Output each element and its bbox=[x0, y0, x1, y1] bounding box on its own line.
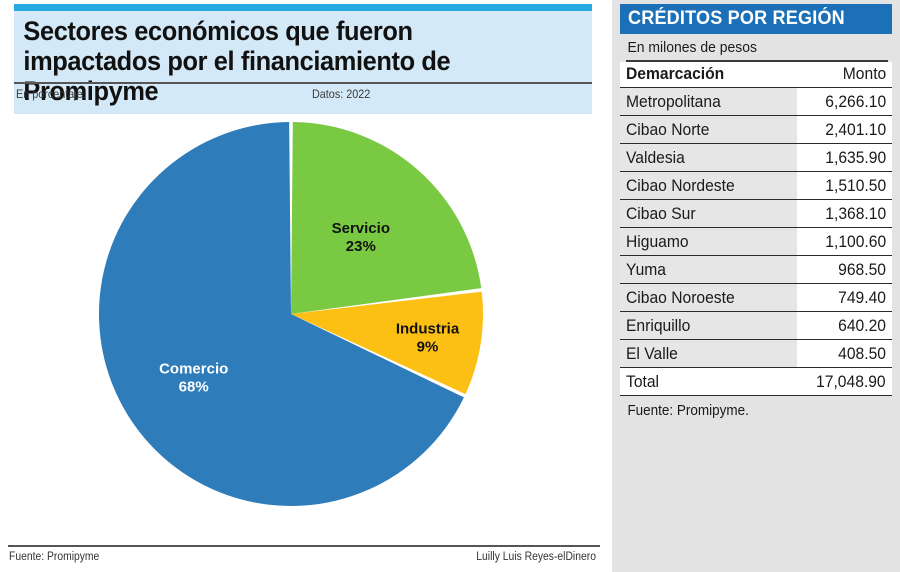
total-label: Total bbox=[620, 367, 797, 396]
table-row: Higuamo 1,100.60 bbox=[620, 227, 892, 256]
table-units-label: En milones de pesos bbox=[627, 39, 757, 56]
row-region-name: Cibao Nordeste bbox=[620, 171, 797, 200]
table-panel-header: CRÉDITOS POR REGIÓN bbox=[620, 4, 892, 34]
row-region-name: Yuma bbox=[620, 255, 797, 284]
pie-slice-comercio bbox=[98, 122, 464, 507]
title-accent-bar bbox=[14, 4, 592, 11]
pie-slice-label-comercio: Comercio 68% bbox=[159, 361, 228, 396]
row-region-name: Cibao Norte bbox=[620, 115, 797, 144]
row-amount-value-text: 6,266.10 bbox=[825, 92, 886, 111]
row-region-name: Cibao Sur bbox=[620, 199, 797, 228]
row-amount-value: 6,266.10 bbox=[797, 87, 892, 116]
total-value: 17,048.90 bbox=[797, 367, 892, 396]
row-amount-value: 1,100.60 bbox=[797, 227, 892, 256]
column-header-monto-text: Monto bbox=[842, 64, 886, 83]
page-title: Sectores económicos que fueron impactado… bbox=[23, 16, 451, 106]
table-source-note: Fuente: Promipyme. bbox=[620, 396, 873, 419]
table-row: Metropolitana 6,266.10 bbox=[620, 87, 892, 116]
table-header-row-group: Demarcación Monto bbox=[620, 62, 892, 88]
pie-label-group: Servicio 23% Industria 9% Comercio 68% bbox=[159, 220, 460, 396]
row-amount-value: 640.20 bbox=[797, 311, 892, 340]
source-note: Fuente: Promipyme bbox=[9, 551, 100, 563]
table-row: Cibao Norte 2,401.10 bbox=[620, 115, 892, 144]
chart-data-year-label: Datos: 2022 bbox=[312, 87, 371, 101]
row-region-name: Cibao Noroeste bbox=[620, 283, 797, 312]
row-amount-value: 1,635.90 bbox=[797, 143, 892, 172]
table-panel-title: CRÉDITOS POR REGIÓN bbox=[628, 8, 845, 29]
pie-slice-label-servicio: Servicio 23% bbox=[332, 220, 390, 255]
row-region-name-text: Cibao Sur bbox=[626, 204, 696, 223]
subtitle-divider bbox=[14, 82, 592, 84]
row-amount-value: 2,401.10 bbox=[797, 115, 892, 144]
row-amount-value: 968.50 bbox=[797, 255, 892, 284]
row-amount-value-text: 640.20 bbox=[838, 316, 886, 335]
row-amount-value-text: 1,368.10 bbox=[825, 204, 886, 223]
pie-slice-label-industria: Industria 9% bbox=[396, 321, 460, 356]
table-total-row: Total 17,048.90 bbox=[620, 367, 892, 396]
table-body: Metropolitana 6,266.10 Cibao Norte 2,401.10… bbox=[620, 87, 892, 396]
credits-by-region-table: Demarcación Monto Metropolitana 6,266.10 C… bbox=[620, 62, 892, 396]
row-region-name-text: Higuamo bbox=[626, 232, 689, 251]
table-row: Cibao Noroeste 749.40 bbox=[620, 283, 892, 312]
row-amount-value: 408.50 bbox=[797, 339, 892, 368]
row-region-name-text: Yuma bbox=[626, 260, 667, 279]
row-region-name-text: Valdesia bbox=[626, 148, 685, 167]
row-amount-value-text: 1,100.60 bbox=[825, 232, 886, 251]
row-region-name-text: Cibao Noroeste bbox=[626, 288, 735, 307]
pie-slice-industria bbox=[291, 291, 484, 395]
table-row: Valdesia 1,635.90 bbox=[620, 143, 892, 172]
row-amount-value-text: 2,401.10 bbox=[825, 120, 886, 139]
table-row: El Valle 408.50 bbox=[620, 339, 892, 368]
row-region-name-text: Metropolitana bbox=[626, 92, 721, 111]
row-amount-value: 1,368.10 bbox=[797, 199, 892, 228]
chart-units-label: En porcentaje. bbox=[16, 87, 86, 101]
table-panel-inner: CRÉDITOS POR REGIÓN En milones de pesos … bbox=[620, 4, 892, 564]
table-panel: CRÉDITOS POR REGIÓN En milones de pesos … bbox=[612, 0, 900, 572]
total-label-text: Total bbox=[626, 372, 660, 391]
row-region-name-text: Cibao Norte bbox=[626, 120, 710, 139]
row-region-name: Metropolitana bbox=[620, 87, 797, 116]
chart-panel: Sectores económicos que fueron impactado… bbox=[0, 4, 605, 563]
row-region-name: Enriquillo bbox=[620, 311, 797, 340]
pie-chart-svg: Servicio 23% Industria 9% Comercio 68% bbox=[98, 122, 484, 507]
row-amount-value-text: 408.50 bbox=[838, 344, 886, 363]
column-header-demarcacion-text: Demarcación bbox=[626, 64, 725, 83]
row-amount-value-text: 1,635.90 bbox=[825, 148, 886, 167]
table-row: Enriquillo 640.20 bbox=[620, 311, 892, 340]
column-header-demarcacion: Demarcación bbox=[620, 62, 797, 88]
row-amount-value-text: 968.50 bbox=[838, 260, 886, 279]
table-header-row: Demarcación Monto bbox=[620, 62, 892, 88]
column-header-monto: Monto bbox=[797, 62, 892, 88]
pie-slice-servicio bbox=[291, 122, 482, 314]
row-amount-value-text: 749.40 bbox=[838, 288, 886, 307]
author-credit: Luilly Luis Reyes-elDinero bbox=[476, 551, 596, 563]
row-region-name: Valdesia bbox=[620, 143, 797, 172]
title-block: Sectores económicos que fueron impactado… bbox=[14, 4, 592, 114]
row-region-name: El Valle bbox=[620, 339, 797, 368]
row-amount-value-text: 1,510.50 bbox=[825, 176, 886, 195]
total-value-text: 17,048.90 bbox=[816, 372, 886, 391]
table-row: Cibao Sur 1,368.10 bbox=[620, 199, 892, 228]
footer-divider bbox=[8, 545, 600, 547]
row-amount-value: 1,510.50 bbox=[797, 171, 892, 200]
row-region-name: Higuamo bbox=[620, 227, 797, 256]
pie-chart: Servicio 23% Industria 9% Comercio 68% bbox=[0, 104, 605, 524]
pie-slice-group bbox=[98, 122, 484, 507]
table-row: Yuma 968.50 bbox=[620, 255, 892, 284]
row-region-name-text: El Valle bbox=[626, 344, 678, 363]
row-region-name-text: Enriquillo bbox=[626, 316, 691, 335]
row-region-name-text: Cibao Nordeste bbox=[626, 176, 735, 195]
table-row: Cibao Nordeste 1,510.50 bbox=[620, 171, 892, 200]
row-amount-value: 749.40 bbox=[797, 283, 892, 312]
table-units-divider bbox=[626, 60, 888, 62]
